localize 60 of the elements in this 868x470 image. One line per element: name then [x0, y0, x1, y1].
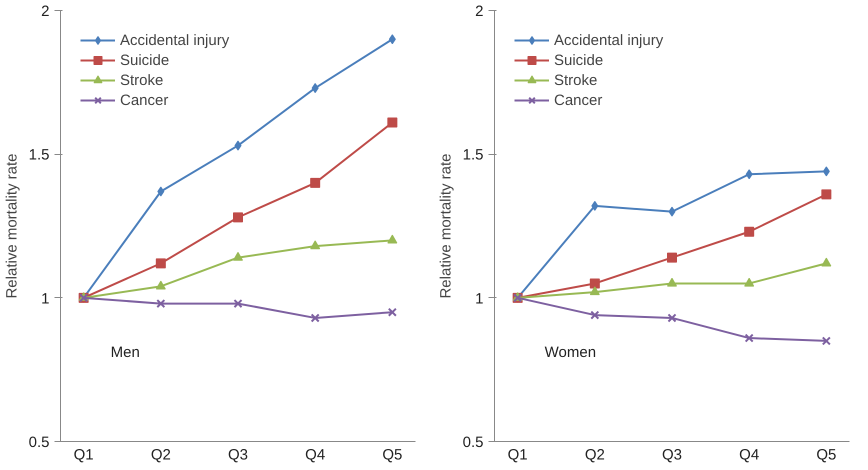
x-tick-label: Q4 [739, 446, 760, 464]
point [310, 178, 320, 188]
point [388, 34, 396, 44]
point [590, 310, 600, 320]
point [744, 334, 754, 343]
y-tick-label: 1 [475, 290, 484, 308]
y-tick-label: 1.5 [462, 146, 484, 164]
point [744, 278, 754, 287]
point [822, 166, 830, 176]
y-tick-label: 2 [475, 3, 484, 20]
x-tick-label: Q2 [584, 446, 605, 464]
point [156, 258, 166, 268]
legend-label: Cancer [120, 92, 168, 108]
legend-label: Stroke [554, 72, 598, 88]
x-tick-label: Q1 [74, 446, 94, 464]
x-tick-label: Q3 [228, 446, 248, 464]
annotation: Men [110, 344, 140, 362]
point [387, 118, 398, 128]
x-tick-label: Q2 [150, 446, 171, 464]
point [310, 240, 320, 250]
point [821, 258, 832, 266]
legend-label: Accidental injury [554, 32, 664, 48]
point [157, 186, 164, 197]
point [667, 313, 677, 322]
legend-label: Suicide [554, 52, 604, 68]
legend-label: Cancer [554, 92, 602, 108]
point [667, 278, 677, 287]
x-tick-label: Q3 [662, 446, 682, 464]
y-tick-label: 1 [41, 290, 50, 308]
y-axis-title: Relative mortality rate [438, 153, 455, 299]
point [590, 278, 600, 288]
point [233, 212, 243, 222]
point [744, 226, 754, 237]
point [388, 308, 397, 317]
point [591, 200, 598, 211]
y-tick-label: 1.5 [28, 146, 50, 164]
y-tick-label: 2 [41, 3, 50, 20]
point [310, 313, 320, 322]
legend-label: Accidental injury [120, 32, 230, 48]
y-tick-label: 0.5 [462, 434, 484, 451]
y-axis-title: Relative mortality rate [4, 153, 21, 299]
point [312, 83, 319, 94]
point [233, 252, 243, 261]
point [387, 234, 398, 244]
legend-label: Stroke [120, 72, 164, 88]
y-tick-label: 0.5 [28, 434, 50, 451]
x-tick-label: Q5 [382, 446, 402, 464]
point [822, 336, 831, 346]
x-tick-label: Q1 [508, 446, 528, 464]
point [821, 189, 832, 200]
point [667, 252, 677, 263]
x-tick-label: Q5 [816, 446, 836, 464]
x-tick-label: Q4 [305, 446, 326, 464]
legend-label: Suicide [120, 52, 170, 68]
point [590, 286, 600, 296]
annotation: Women [544, 344, 596, 362]
point [746, 169, 753, 180]
point [156, 280, 166, 290]
point [156, 299, 166, 308]
point [233, 299, 243, 308]
